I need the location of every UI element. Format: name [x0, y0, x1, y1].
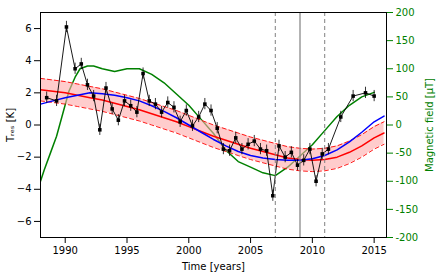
svg-text:0: 0 [396, 119, 402, 130]
svg-text:150: 150 [396, 35, 415, 46]
svg-text:-50: -50 [396, 147, 412, 158]
svg-text:-150: -150 [396, 204, 419, 215]
svg-text:2015: 2015 [361, 245, 386, 256]
svg-text:-200: -200 [396, 232, 419, 243]
svg-text:2010: 2010 [300, 245, 325, 256]
svg-text:Time [years]: Time [years] [181, 261, 245, 272]
svg-text:2005: 2005 [238, 245, 263, 256]
svg-text:−2: −2 [17, 151, 32, 162]
svg-text:2: 2 [25, 87, 31, 98]
svg-text:1995: 1995 [114, 245, 139, 256]
svg-text:4: 4 [25, 55, 31, 66]
svg-text:100: 100 [396, 63, 415, 74]
svg-text:−6: −6 [17, 216, 32, 227]
svg-text:Magnetic field [μT]: Magnetic field [μT] [424, 78, 435, 172]
svg-text:−4: −4 [17, 183, 32, 194]
svg-text:50: 50 [396, 91, 409, 102]
svg-text:6: 6 [25, 23, 31, 34]
svg-text:2000: 2000 [176, 245, 201, 256]
svg-text:0: 0 [25, 119, 31, 130]
svg-text:-100: -100 [396, 175, 419, 186]
svg-text:200: 200 [396, 7, 415, 18]
svg-text:1990: 1990 [52, 245, 77, 256]
svg-text:Tᵣₑₛ [K]: Tᵣₑₛ [K] [5, 108, 16, 143]
